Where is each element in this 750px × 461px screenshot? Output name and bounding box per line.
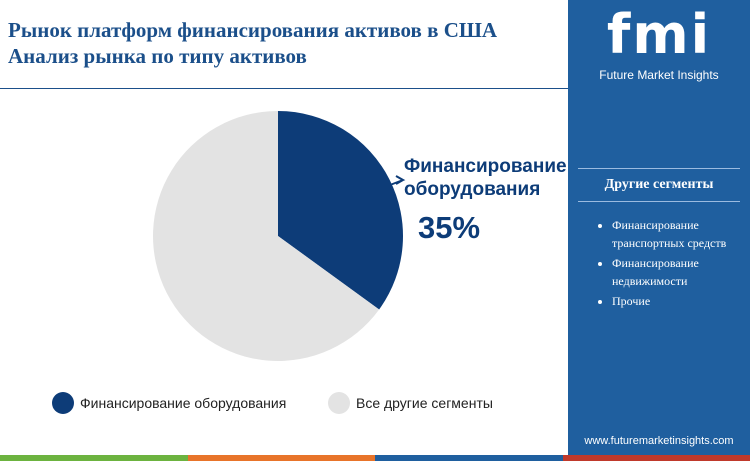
segment-item: Финансирование транспортных средств xyxy=(612,216,750,252)
brand: Future Market Insights xyxy=(599,68,719,82)
legend-label: Финансирование оборудования xyxy=(80,395,287,411)
sidebar: fmi Future Market Insights Другие сегмен… xyxy=(568,0,750,455)
segment-list: Финансирование транспортных средствФинан… xyxy=(568,216,750,310)
callout-label: Финансирование оборудования xyxy=(404,156,567,200)
value-label: 35% xyxy=(418,210,481,245)
legend-entry: Финансирование оборудования xyxy=(52,392,286,414)
segment-item: Прочие xyxy=(612,292,750,310)
subtitle: Анализ рынка по типу активов xyxy=(8,44,307,68)
pie-slice xyxy=(152,111,380,361)
callout-arrow xyxy=(389,175,406,186)
footer-strip xyxy=(0,455,750,461)
segment-item: Финансирование недвижимости xyxy=(612,254,750,290)
chart xyxy=(152,111,406,361)
pie-slice xyxy=(278,111,404,310)
title: Рынок платформ финансирования активов в … xyxy=(8,18,498,42)
website: www.futuremarketinsights.com xyxy=(584,435,734,447)
logo: fmi xyxy=(606,3,712,66)
divider xyxy=(0,88,568,89)
legend-swatch xyxy=(328,392,350,414)
sidebar-heading: Другие сегменты xyxy=(578,168,740,202)
legend-label: Все другие сегменты xyxy=(356,395,493,411)
legend-swatch xyxy=(52,392,74,414)
legend-entry: Все другие сегменты xyxy=(328,392,493,414)
